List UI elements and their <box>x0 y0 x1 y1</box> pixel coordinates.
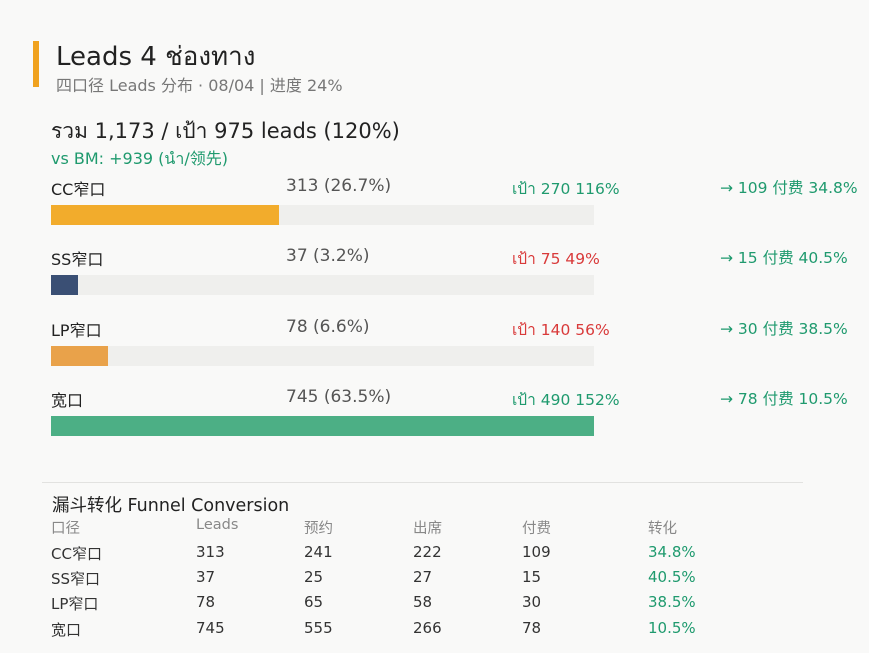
channel-bar-fill <box>51 205 280 225</box>
page-title: Leads 4 ช่องทาง <box>56 42 256 72</box>
title-accent-bar <box>33 41 39 87</box>
funnel-header-cell: 付费 <box>522 521 551 537</box>
channel-value: 313 (26.7%) <box>286 176 392 196</box>
funnel-cell: 宽口 <box>51 621 82 639</box>
funnel-table-row: LP窄口 78 65 58 30 38.5% <box>0 593 869 613</box>
channel-row: SS窄口 37 (3.2%) เป้า 75 49% → 15 付费 40.5% <box>0 246 869 306</box>
channel-bar-fill <box>51 346 108 366</box>
channel-target: เป้า 140 56% <box>512 321 610 339</box>
channel-bar-track <box>51 205 594 225</box>
channel-bar-fill <box>51 275 79 295</box>
channel-paid: → 15 付费 40.5% <box>720 249 848 267</box>
funnel-rate-cell: 10.5% <box>648 619 696 637</box>
channel-name: SS窄口 <box>51 250 104 269</box>
funnel-table-row: CC窄口 313 241 222 109 34.8% <box>0 543 869 563</box>
funnel-cell: SS窄口 <box>51 570 101 588</box>
funnel-cell: 25 <box>304 568 324 586</box>
funnel-cell: LP窄口 <box>51 595 99 613</box>
funnel-cell: 222 <box>413 543 442 561</box>
funnel-cell: 241 <box>304 543 333 561</box>
channel-paid: → 109 付费 34.8% <box>720 179 858 197</box>
funnel-cell: 65 <box>304 593 324 611</box>
channel-name: LP窄口 <box>51 321 102 340</box>
channel-bar-track <box>51 346 594 366</box>
channel-target: เป้า 270 116% <box>512 180 620 198</box>
funnel-rate-cell: 34.8% <box>648 543 696 561</box>
vs-benchmark: vs BM: +939 (นำ/领先) <box>51 149 228 168</box>
channel-name: CC窄口 <box>51 180 106 199</box>
funnel-cell: 313 <box>196 543 225 561</box>
channel-paid: → 30 付费 38.5% <box>720 320 848 338</box>
funnel-cell: 78 <box>522 619 542 637</box>
funnel-cell: 109 <box>522 543 551 561</box>
channel-value: 37 (3.2%) <box>286 246 370 266</box>
channel-bar-fill <box>51 416 594 436</box>
funnel-cell: 555 <box>304 619 333 637</box>
channel-target: เป้า 490 152% <box>512 391 620 409</box>
funnel-header-row: 口径 Leads 预约 出席 付费 转化 <box>0 517 869 537</box>
channel-row: LP窄口 78 (6.6%) เป้า 140 56% → 30 付费 38.5… <box>0 317 869 377</box>
channel-value: 745 (63.5%) <box>286 387 392 407</box>
funnel-cell: 27 <box>413 568 433 586</box>
funnel-cell: 58 <box>413 593 433 611</box>
funnel-header-cell: 预约 <box>304 521 333 537</box>
channel-name: 宽口 <box>51 391 84 410</box>
funnel-table-row: SS窄口 37 25 27 15 40.5% <box>0 568 869 588</box>
funnel-title: 漏斗转化 Funnel Conversion <box>52 496 290 516</box>
section-divider <box>42 482 803 483</box>
channel-target: เป้า 75 49% <box>512 250 600 268</box>
funnel-header-cell: Leads <box>196 517 239 533</box>
channel-row: CC窄口 313 (26.7%) เป้า 270 116% → 109 付费 … <box>0 176 869 236</box>
channel-value: 78 (6.6%) <box>286 317 370 337</box>
channel-bar-track <box>51 275 594 295</box>
channel-paid: → 78 付费 10.5% <box>720 390 848 408</box>
funnel-cell: 745 <box>196 619 225 637</box>
funnel-header-cell: 转化 <box>648 521 677 537</box>
funnel-header-cell: 口径 <box>51 521 80 537</box>
funnel-header-cell: 出席 <box>413 521 442 537</box>
channel-row: 宽口 745 (63.5%) เป้า 490 152% → 78 付费 10.… <box>0 387 869 447</box>
leads-total-summary: รวม 1,173 / เป้า 975 leads (120%) <box>51 119 400 143</box>
funnel-cell: 266 <box>413 619 442 637</box>
channel-bar-track <box>51 416 594 436</box>
funnel-cell: 37 <box>196 568 216 586</box>
page-subtitle: 四口径 Leads 分布 · 08/04 | 进度 24% <box>56 76 343 95</box>
funnel-cell: 78 <box>196 593 216 611</box>
funnel-cell: CC窄口 <box>51 545 102 563</box>
funnel-rate-cell: 40.5% <box>648 568 696 586</box>
funnel-cell: 15 <box>522 568 542 586</box>
funnel-rate-cell: 38.5% <box>648 593 696 611</box>
funnel-cell: 30 <box>522 593 542 611</box>
funnel-table-row: 宽口 745 555 266 78 10.5% <box>0 619 869 639</box>
